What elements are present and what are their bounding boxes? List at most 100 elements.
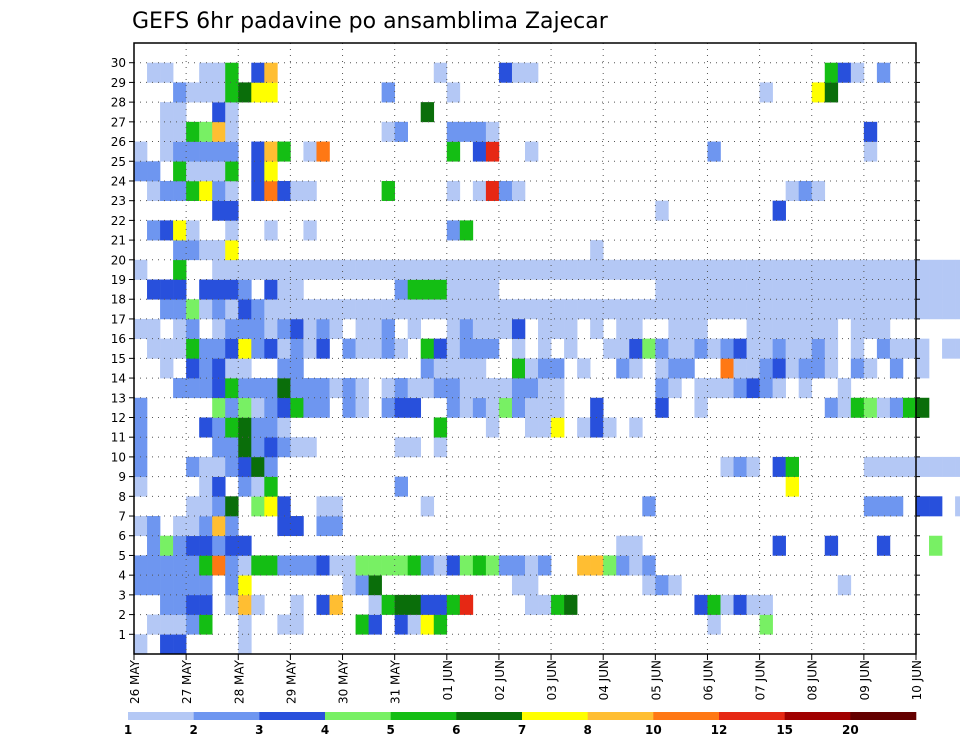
- heatmap-cell: [446, 82, 461, 103]
- heatmap-cell: [277, 378, 291, 399]
- heatmap-cell: [446, 180, 461, 201]
- heatmap-cell: [290, 279, 304, 300]
- y-tick-label: 7: [118, 510, 126, 524]
- heatmap-cell: [407, 437, 422, 458]
- heatmap-cell: [446, 378, 461, 399]
- heatmap-cell: [316, 259, 330, 280]
- heatmap-cell: [551, 378, 565, 399]
- heatmap-cell: [811, 279, 826, 300]
- heatmap-cell: [655, 358, 669, 379]
- heatmap-cell: [525, 417, 539, 438]
- heatmap-cell: [225, 338, 239, 359]
- heatmap-cell: [929, 299, 943, 320]
- colorbar-swatch: [259, 712, 326, 720]
- heatmap-cell: [381, 259, 395, 280]
- heatmap-cell: [277, 417, 291, 438]
- x-tick-label: 31 MAY: [389, 659, 403, 704]
- colorbar-label: 20: [842, 723, 859, 737]
- heatmap-cell: [929, 279, 943, 300]
- heatmap-cell: [616, 318, 630, 339]
- heatmap-cell: [316, 378, 330, 399]
- heatmap-cell: [394, 397, 408, 418]
- heatmap-cell: [290, 299, 304, 320]
- heatmap-cell: [485, 338, 500, 359]
- heatmap-cell: [876, 62, 891, 83]
- heatmap-cell: [277, 299, 291, 320]
- heatmap-cell: [433, 378, 448, 399]
- heatmap-cell: [746, 358, 760, 379]
- heatmap-cell: [720, 358, 734, 379]
- heatmap-cell: [824, 279, 839, 300]
- heatmap-cell: [446, 279, 461, 300]
- heatmap-cell: [264, 437, 278, 458]
- heatmap-cell: [238, 358, 252, 379]
- heatmap-cell: [381, 318, 395, 339]
- heatmap-cell: [511, 575, 526, 596]
- heatmap-cell: [459, 318, 474, 339]
- heatmap-cell: [837, 279, 852, 300]
- heatmap-cell: [342, 338, 356, 359]
- heatmap-cell: [186, 299, 200, 320]
- heatmap-cell: [902, 338, 917, 359]
- heatmap-cell: [590, 397, 604, 418]
- heatmap-cell: [355, 614, 369, 635]
- heatmap-cell: [707, 299, 721, 320]
- heatmap-cell: [551, 259, 565, 280]
- heatmap-cell: [303, 180, 317, 201]
- colorbar-label: 15: [776, 723, 793, 737]
- heatmap-cell: [290, 397, 304, 418]
- heatmap-cell: [916, 397, 930, 418]
- y-tick-label: 14: [111, 372, 126, 386]
- heatmap-cell: [225, 82, 239, 103]
- y-tick-label: 19: [111, 273, 126, 287]
- heatmap-cell: [251, 594, 265, 615]
- heatmap-cell: [577, 259, 591, 280]
- heatmap-cell: [186, 141, 200, 162]
- colorbar-label: 1: [124, 723, 132, 737]
- heatmap-cell: [212, 318, 226, 339]
- y-tick-label: 15: [111, 352, 126, 366]
- heatmap-cell: [785, 358, 799, 379]
- heatmap-cell: [733, 338, 747, 359]
- heatmap-cell: [446, 338, 461, 359]
- heatmap-cell: [538, 318, 552, 339]
- heatmap-cell: [616, 535, 630, 556]
- heatmap-cell: [772, 456, 786, 477]
- heatmap-cell: [173, 516, 187, 537]
- heatmap-cell: [746, 259, 760, 280]
- heatmap-cell: [238, 575, 252, 596]
- heatmap-cell: [955, 456, 960, 477]
- heatmap-cell: [629, 417, 643, 438]
- heatmap-cell: [824, 82, 839, 103]
- heatmap-cell: [303, 141, 317, 162]
- heatmap-cell: [238, 594, 252, 615]
- heatmap-cell: [368, 338, 382, 359]
- heatmap-cell: [459, 555, 474, 576]
- heatmap-cell: [186, 318, 200, 339]
- heatmap-cell: [277, 358, 291, 379]
- heatmap-cell: [199, 456, 213, 477]
- heatmap-cell: [199, 338, 213, 359]
- heatmap-cell: [212, 62, 226, 83]
- heatmap-cell: [225, 437, 239, 458]
- heatmap-cell: [446, 555, 461, 576]
- heatmap-cell: [655, 397, 669, 418]
- y-axis-ticks: 1234567891011121314151617181920212223242…: [111, 56, 920, 642]
- heatmap-cell: [955, 496, 960, 517]
- heatmap-cell: [916, 279, 930, 300]
- y-tick-label: 1: [118, 628, 126, 642]
- heatmap-cell: [147, 516, 161, 537]
- heatmap-cell: [498, 555, 513, 576]
- heatmap-cell: [212, 279, 226, 300]
- heatmap-cell: [238, 456, 252, 477]
- heatmap-cell: [446, 397, 461, 418]
- heatmap-cell: [707, 614, 721, 635]
- heatmap-cell: [811, 259, 826, 280]
- heatmap-cell: [277, 338, 291, 359]
- heatmap-cell: [290, 437, 304, 458]
- y-tick-label: 6: [118, 529, 126, 543]
- heatmap-cell: [942, 279, 956, 300]
- heatmap-cell: [238, 476, 252, 497]
- colorbar-label: 4: [321, 723, 329, 737]
- heatmap-cell: [577, 299, 591, 320]
